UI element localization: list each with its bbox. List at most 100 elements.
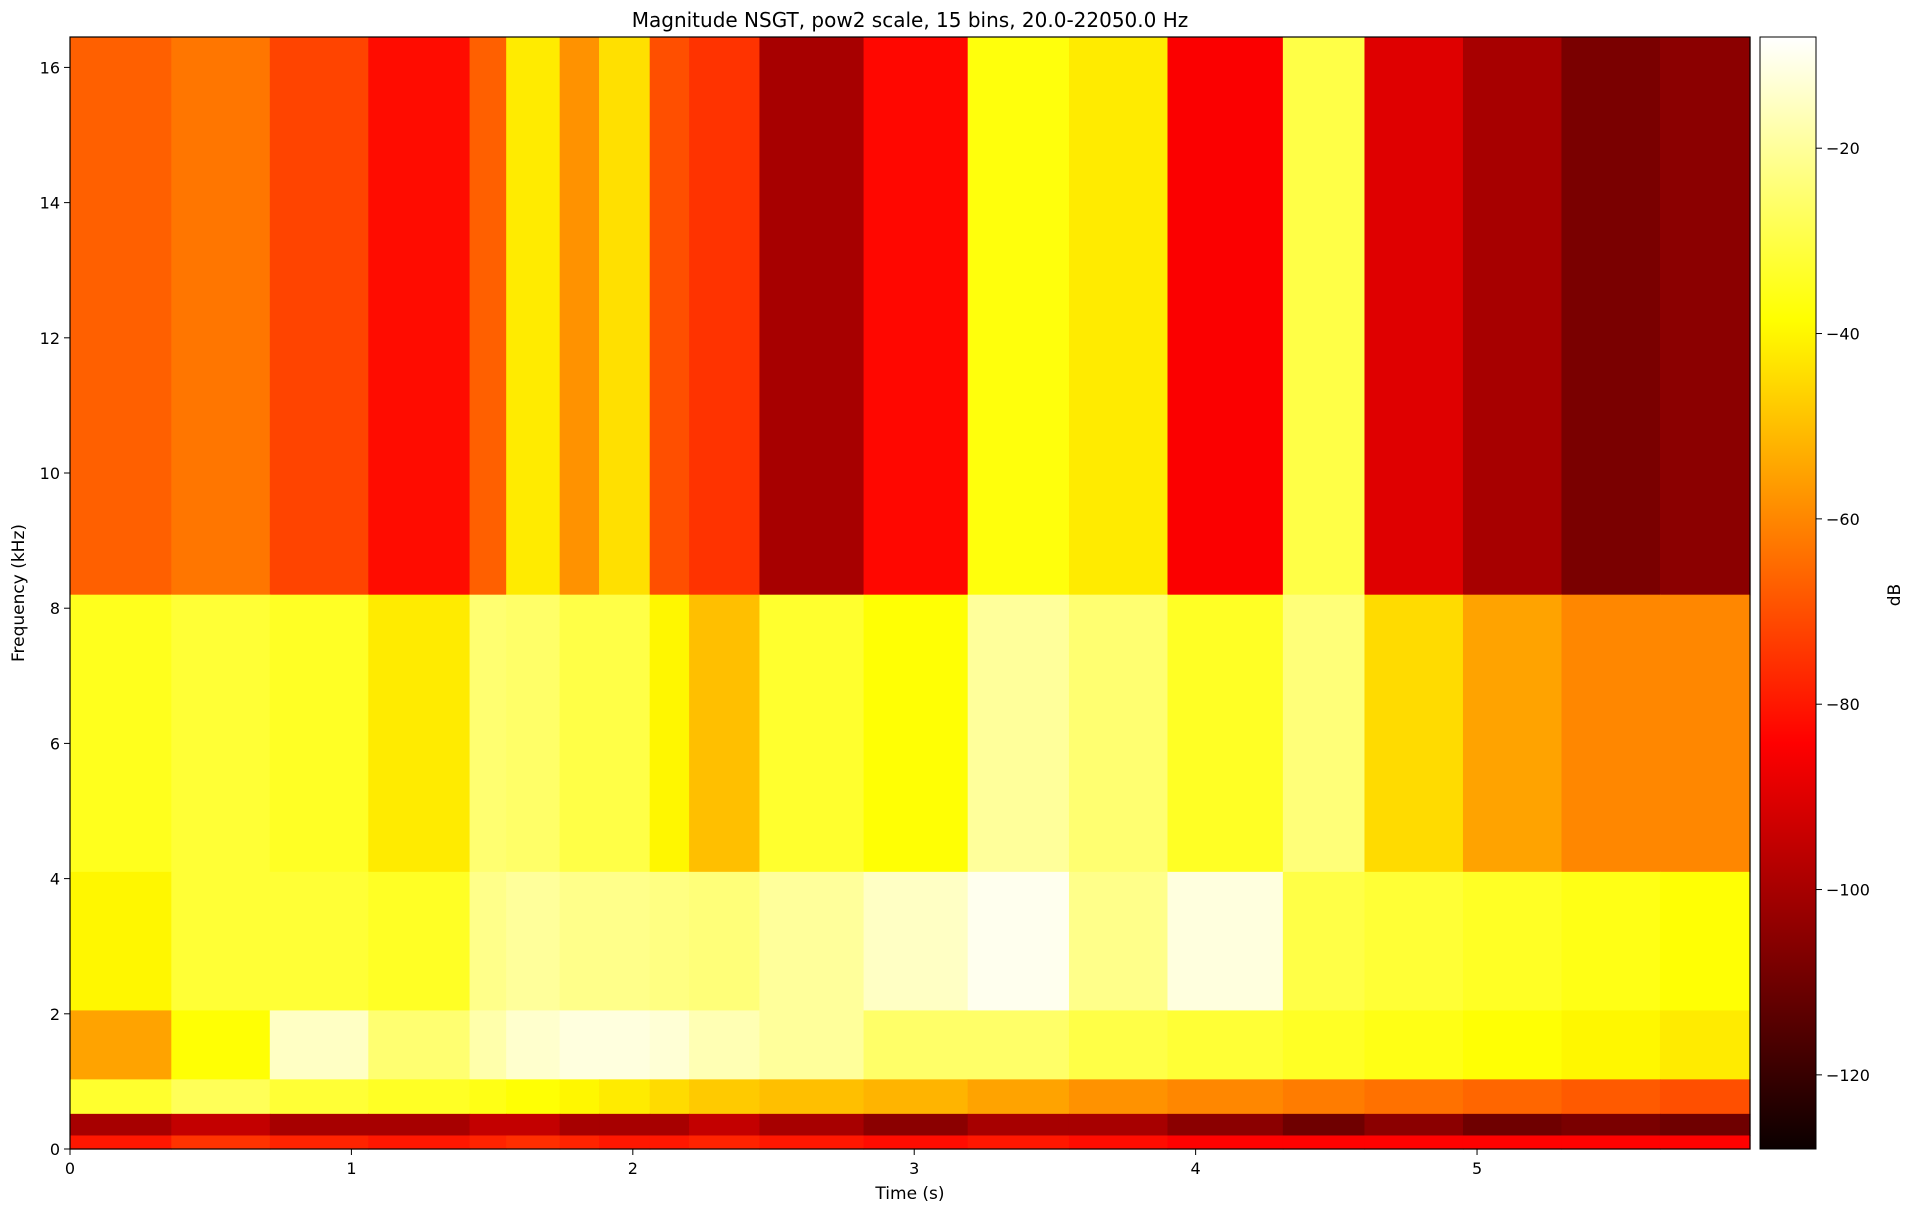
y-tick-label: 6 <box>50 734 60 753</box>
heatmap-cell <box>1462 871 1563 1012</box>
heatmap-cell <box>269 37 369 596</box>
heatmap-cell <box>368 1113 471 1137</box>
heatmap-cell <box>689 1010 761 1080</box>
heatmap-cell <box>759 1010 865 1080</box>
colorbar-tick-label: −40 <box>1826 325 1860 344</box>
heatmap-cell <box>759 871 865 1012</box>
colorbar-ticks: −20 −40 −60 −80 −100 −120 <box>1816 139 1870 1085</box>
heatmap-cell <box>649 1135 690 1150</box>
plot-frame <box>69 36 1751 1150</box>
x-tick-label: 0 <box>65 1159 75 1178</box>
heatmap-cell <box>269 1010 369 1080</box>
heatmap-cell <box>863 871 969 1012</box>
heatmap-cell <box>506 1113 561 1137</box>
heatmap-cell <box>559 871 600 1012</box>
heatmap-cell <box>1068 1079 1169 1115</box>
heatmap-cell <box>171 871 271 1012</box>
heatmap-cell <box>1364 37 1464 596</box>
x-axis: 0 1 2 3 4 5 <box>65 1149 1482 1178</box>
y-tick-label: 12 <box>40 329 60 348</box>
colorbar-tick-label: −60 <box>1826 510 1860 529</box>
heatmap-cell <box>506 1079 561 1115</box>
heatmap-cell <box>269 1135 369 1150</box>
heatmap-cell <box>1561 1135 1661 1150</box>
heatmap-cell <box>506 594 561 873</box>
heatmap-cell <box>70 1135 172 1150</box>
heatmap-cell <box>1068 1135 1169 1150</box>
heatmap-cell <box>649 1113 690 1137</box>
heatmap-cell <box>70 37 172 596</box>
heatmap-cell <box>469 1079 507 1115</box>
heatmap-cell <box>368 871 471 1012</box>
heatmap-cell <box>599 594 651 873</box>
heatmap-cell <box>1364 1135 1464 1150</box>
heatmap-cell <box>1462 1010 1563 1080</box>
heatmap-cell <box>1282 37 1366 596</box>
heatmap-cell <box>1561 871 1661 1012</box>
heatmap-cell <box>559 1079 600 1115</box>
heatmap-cell <box>1462 594 1563 873</box>
heatmap-cell <box>559 1010 600 1080</box>
colorbar-tick-label: −100 <box>1826 881 1870 900</box>
heatmap-cell <box>171 1010 271 1080</box>
heatmap-cell <box>1068 871 1169 1012</box>
heatmap-cell <box>1282 1079 1366 1115</box>
heatmap-cell <box>967 1010 1070 1080</box>
heatmap-cell <box>1659 871 1751 1012</box>
heatmap-cell <box>863 37 969 596</box>
x-tick-label: 4 <box>1191 1159 1201 1178</box>
heatmap-cell <box>171 1113 271 1137</box>
heatmap-cell <box>689 594 761 873</box>
heatmap-cell <box>269 594 369 873</box>
heatmap-cell <box>599 871 651 1012</box>
heatmap-cell <box>759 37 865 596</box>
colorbar-tick-label: −120 <box>1826 1066 1870 1085</box>
heatmap-cell <box>1659 1010 1751 1080</box>
heatmap-cell <box>1659 1079 1751 1115</box>
colorbar-label: dB <box>1885 584 1905 606</box>
heatmap-cell <box>1561 1079 1661 1115</box>
y-axis-label: Frequency (kHz) <box>9 524 29 662</box>
heatmap-cell <box>1462 1113 1563 1137</box>
x-tick-label: 3 <box>909 1159 919 1178</box>
heatmap-cell <box>689 1135 761 1150</box>
heatmap-cell <box>1282 1135 1366 1150</box>
heatmap-cell <box>1068 1010 1169 1080</box>
heatmap-cell <box>368 37 471 596</box>
heatmap-cell <box>649 594 690 873</box>
heatmap-cell <box>863 1079 969 1115</box>
colorbar-tick-label: −20 <box>1826 139 1860 158</box>
heatmap-cell <box>1364 594 1464 873</box>
heatmap-cell <box>649 37 690 596</box>
heatmap-cell <box>1364 871 1464 1012</box>
heatmap-cell <box>1561 1010 1661 1080</box>
heatmap-cell <box>171 594 271 873</box>
heatmap-cell <box>599 1010 651 1080</box>
heatmap-cell <box>1167 871 1284 1012</box>
heatmap-cell <box>759 594 865 873</box>
heatmap-cell <box>689 37 761 596</box>
heatmap-cell <box>1659 1113 1751 1137</box>
heatmap-cell <box>649 1010 690 1080</box>
heatmap-cell <box>967 1113 1070 1137</box>
heatmap-cell <box>1167 37 1284 596</box>
heatmap-cell <box>171 1135 271 1150</box>
heatmap-cell <box>469 1113 507 1137</box>
heatmap-cell <box>70 871 172 1012</box>
y-tick-label: 2 <box>50 1005 60 1024</box>
heatmap-cell <box>1167 1135 1284 1150</box>
heatmap-cell <box>863 1113 969 1137</box>
y-axis: 0 2 4 6 8 10 12 14 16 <box>40 58 70 1159</box>
heatmap-cell <box>759 1079 865 1115</box>
heatmap-cell <box>1167 1079 1284 1115</box>
heatmap-cell <box>1561 594 1661 873</box>
heatmap-cell <box>649 871 690 1012</box>
heatmap-cell <box>599 1113 651 1137</box>
heatmap-cell <box>269 1113 369 1137</box>
heatmap-cell <box>1282 871 1366 1012</box>
heatmap-cell <box>967 594 1070 873</box>
y-tick-label: 0 <box>50 1140 60 1159</box>
heatmap-cell <box>1462 1079 1563 1115</box>
y-tick-label: 14 <box>40 194 60 213</box>
heatmap-cell <box>171 1079 271 1115</box>
